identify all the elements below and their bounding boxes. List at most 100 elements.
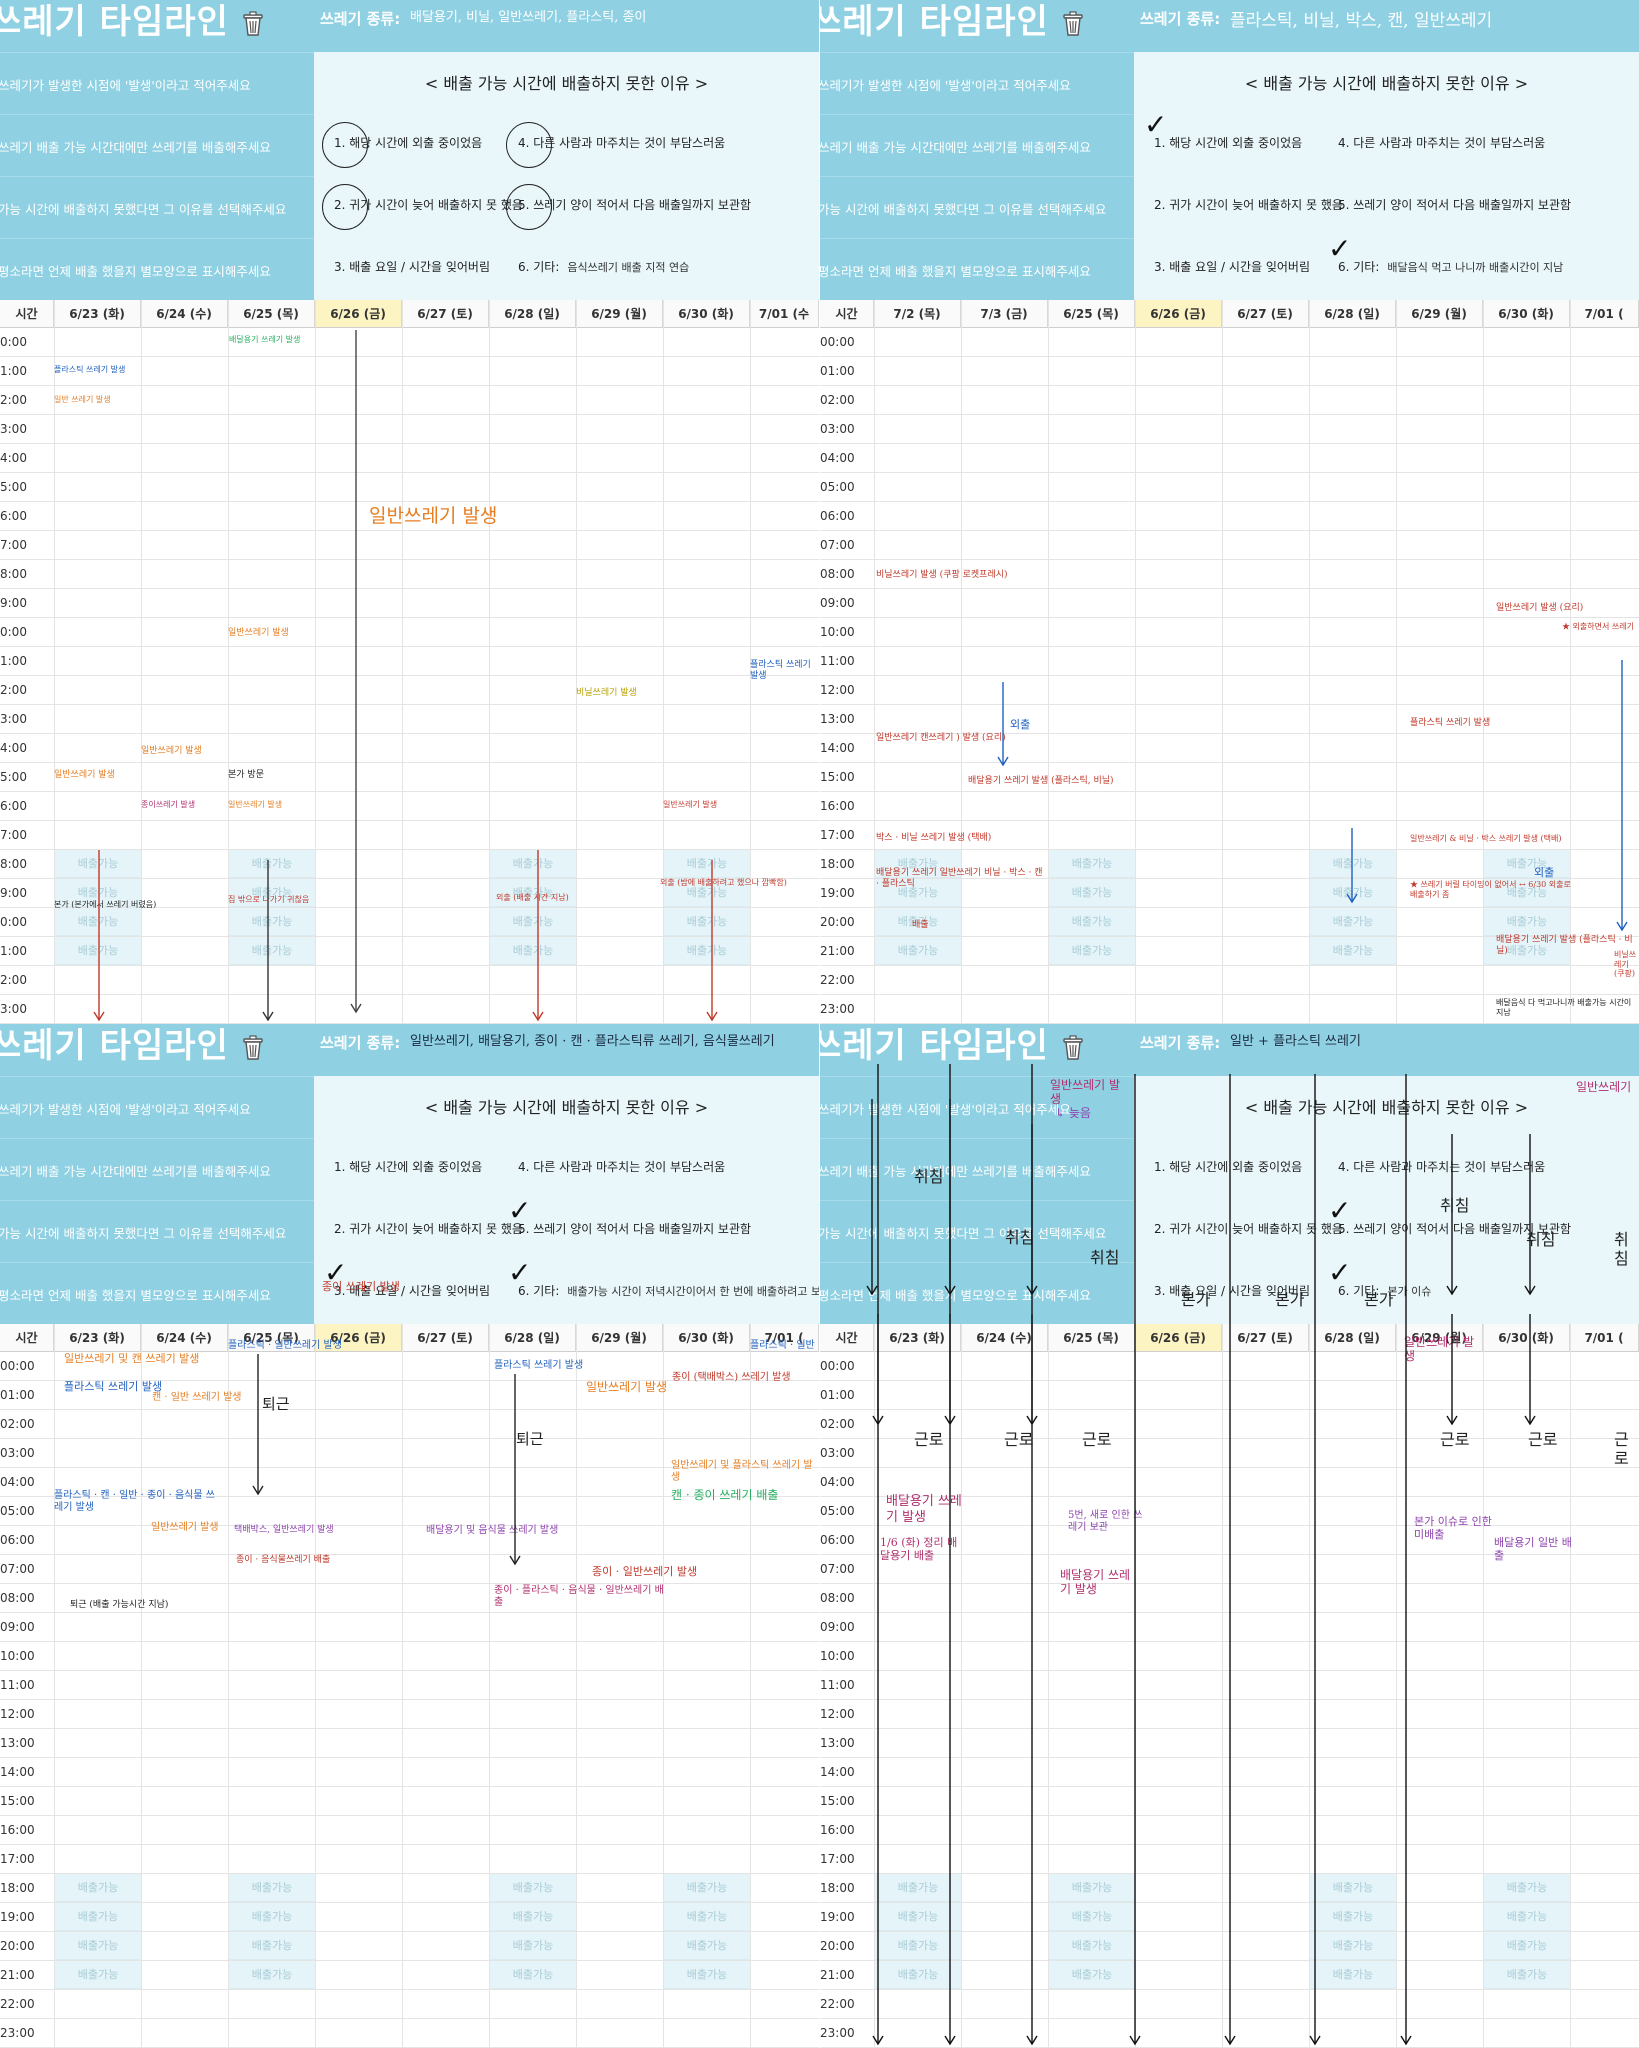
reason-option-2[interactable]: 4. 다른 사람과 마주치는 것이 부담스러움: [1338, 134, 1545, 151]
disposal-slot[interactable]: 배출가능: [1310, 937, 1396, 965]
disposal-slot[interactable]: 배출가능: [664, 879, 750, 907]
disposal-slot[interactable]: 배출가능: [55, 850, 141, 878]
disposal-slot[interactable]: 배출가능: [55, 908, 141, 936]
disposal-slot[interactable]: 배출가능: [1049, 1932, 1135, 1960]
reason-option-4[interactable]: 5. 쓰레기 양이 적어서 다음 배출일까지 보관함: [1338, 1220, 1571, 1237]
disposal-slot[interactable]: 배출가능: [875, 908, 961, 936]
disposal-slot[interactable]: 배출가능: [1049, 1874, 1135, 1902]
disposal-slot[interactable]: 배출가능: [875, 937, 961, 965]
disposal-slot[interactable]: 배출가능: [229, 1874, 315, 1902]
disposal-slot[interactable]: 배출가능: [1484, 908, 1570, 936]
instruction-text: 쓰레기 배출 가능 시간대에만 쓰레기를 배출해주세요: [820, 139, 1091, 155]
disposal-slot[interactable]: 배출가능: [1484, 1932, 1570, 1960]
disposal-slot[interactable]: 배출가능: [229, 879, 315, 907]
time-label: 02:00: [820, 1417, 855, 1431]
reason-option-2[interactable]: 4. 다른 사람과 마주치는 것이 부담스러움: [1338, 1158, 1545, 1175]
disposal-slot[interactable]: 배출가능: [1049, 1961, 1135, 1989]
time-row: 09:00: [0, 1613, 819, 1642]
disposal-slot[interactable]: 배출가능: [1310, 1903, 1396, 1931]
disposal-slot[interactable]: 배출가능: [55, 1903, 141, 1931]
time-label: 11:00: [820, 654, 855, 668]
disposal-slot[interactable]: 배출가능: [490, 879, 576, 907]
disposal-slot[interactable]: 배출가능: [490, 850, 576, 878]
disposal-slot[interactable]: 배출가능: [1484, 1903, 1570, 1931]
disposal-slot[interactable]: 배출가능: [490, 1903, 576, 1931]
disposal-slot[interactable]: 배출가능: [1310, 850, 1396, 878]
reason-option-2[interactable]: 4. 다른 사람과 마주치는 것이 부담스러움: [518, 1158, 725, 1175]
disposal-slot[interactable]: 배출가능: [1310, 1932, 1396, 1960]
column-divider: [663, 1324, 664, 2048]
disposal-slot[interactable]: 배출가능: [1484, 879, 1570, 907]
disposal-slot[interactable]: 배출가능: [1310, 908, 1396, 936]
handwritten-note: 근로: [1614, 1430, 1629, 1469]
disposal-slot[interactable]: 배출가능: [1484, 1874, 1570, 1902]
reason-option-1[interactable]: 1. 해당 시간에 외출 중이었음: [1154, 1158, 1302, 1175]
disposal-slot[interactable]: 배출가능: [490, 1932, 576, 1960]
disposal-slot[interactable]: 배출가능: [229, 850, 315, 878]
reason-option-3[interactable]: 2. 귀가 시간이 늦어 배출하지 못 했음: [334, 196, 523, 213]
reason-option-1[interactable]: 1. 해당 시간에 외출 중이었음: [334, 134, 482, 151]
time-row: 3:00: [0, 705, 819, 734]
disposal-slot[interactable]: 배출가능: [664, 937, 750, 965]
column-divider: [1570, 300, 1571, 1024]
disposal-slot[interactable]: 배출가능: [490, 908, 576, 936]
reason-option-6[interactable]: 6. 기타: 배출가능 시간이 저녁시간이어서 한 번에 배출하려고 보니 쌓여 …: [518, 1282, 819, 1299]
disposal-slot[interactable]: 배출가능: [875, 879, 961, 907]
disposal-slot[interactable]: 배출가능: [1049, 937, 1135, 965]
disposal-slot[interactable]: 배출가능: [1049, 1903, 1135, 1931]
reason-option-2[interactable]: 4. 다른 사람과 마주치는 것이 부담스러움: [518, 134, 725, 151]
disposal-slot[interactable]: 배출가능: [490, 937, 576, 965]
disposal-slot[interactable]: 배출가능: [229, 1961, 315, 1989]
disposal-slot[interactable]: 배출가능: [55, 1961, 141, 1989]
disposal-slot[interactable]: 배출가능: [55, 1874, 141, 1902]
reason-option-4[interactable]: 5. 쓰레기 양이 적어서 다음 배출일까지 보관함: [518, 1220, 751, 1237]
reason-option-4[interactable]: 5. 쓰레기 양이 적어서 다음 배출일까지 보관함: [518, 196, 751, 213]
disposal-slot[interactable]: 배출가능: [1049, 908, 1135, 936]
disposal-slot[interactable]: 배출가능: [875, 1903, 961, 1931]
reason-option-5[interactable]: 3. 배출 요일 / 시간을 잊어버림: [334, 1282, 490, 1299]
disposal-slot[interactable]: 배출가능: [1484, 937, 1570, 965]
reason-option-1[interactable]: 1. 해당 시간에 외출 중이었음: [1154, 134, 1302, 151]
disposal-slot[interactable]: 배출가능: [875, 1961, 961, 1989]
reason-option-3[interactable]: 2. 귀가 시간이 늦어 배출하지 못 했음: [1154, 1220, 1343, 1237]
disposal-slot[interactable]: 배출가능: [875, 850, 961, 878]
disposal-slot[interactable]: 배출가능: [1484, 850, 1570, 878]
disposal-slot[interactable]: 배출가능: [1049, 879, 1135, 907]
disposal-slot[interactable]: 배출가능: [1310, 1961, 1396, 1989]
handwritten-note: 일반 쓰레기 발생: [54, 395, 111, 404]
disposal-slot[interactable]: 배출가능: [1049, 850, 1135, 878]
disposal-slot[interactable]: 배출가능: [229, 1932, 315, 1960]
reason-option-5[interactable]: 3. 배출 요일 / 시간을 잊어버림: [334, 258, 490, 275]
disposal-slot[interactable]: 배출가능: [664, 1961, 750, 1989]
handwritten-note: ★ 외출하면서 쓰레기: [1562, 622, 1634, 631]
disposal-slot[interactable]: 배출가능: [490, 1874, 576, 1902]
disposal-slot[interactable]: 배출가능: [1484, 1961, 1570, 1989]
disposal-slot[interactable]: 배출가능: [490, 1961, 576, 1989]
disposal-slot[interactable]: 배출가능: [664, 850, 750, 878]
reason-option-5[interactable]: 3. 배출 요일 / 시간을 잊어버림: [1154, 258, 1310, 275]
disposal-slot[interactable]: 배출가능: [55, 937, 141, 965]
disposal-slot[interactable]: 배출가능: [55, 1932, 141, 1960]
disposal-slot[interactable]: 배출가능: [664, 908, 750, 936]
reason-option-6[interactable]: 6. 기타: 음식쓰레기 배출 지적 연습: [518, 258, 689, 275]
reason-option-6[interactable]: 6. 기타: 배달음식 먹고 나니까 배출시간이 지남: [1338, 258, 1563, 275]
disposal-slot[interactable]: 배출가능: [55, 879, 141, 907]
disposal-slot[interactable]: 배출가능: [664, 1874, 750, 1902]
disposal-slot[interactable]: 배출가능: [875, 1932, 961, 1960]
reason-option-3[interactable]: 2. 귀가 시간이 늦어 배출하지 못 했음: [1154, 196, 1343, 213]
reason-option-6[interactable]: 6. 기타: 본가 이슈: [1338, 1282, 1431, 1299]
reason-option-3[interactable]: 2. 귀가 시간이 늦어 배출하지 못 했음: [334, 1220, 523, 1237]
disposal-slot[interactable]: 배출가능: [229, 1903, 315, 1931]
reason-option-4[interactable]: 5. 쓰레기 양이 적어서 다음 배출일까지 보관함: [1338, 196, 1571, 213]
timeline-grid: 시간 6/23 (화) 6/24 (수) 6/25 (목) 6/26 (금) 6/27 (…: [0, 300, 819, 1024]
disposal-slot[interactable]: 배출가능: [229, 937, 315, 965]
reason-option-1[interactable]: 1. 해당 시간에 외출 중이었음: [334, 1158, 482, 1175]
disposal-slot[interactable]: 배출가능: [1310, 879, 1396, 907]
disposal-slot[interactable]: 배출가능: [229, 908, 315, 936]
disposal-slot[interactable]: 배출가능: [664, 1932, 750, 1960]
time-row: 7:00: [0, 531, 819, 560]
disposal-slot[interactable]: 배출가능: [875, 1874, 961, 1902]
disposal-slot[interactable]: 배출가능: [664, 1903, 750, 1931]
disposal-slot[interactable]: 배출가능: [1310, 1874, 1396, 1902]
reason-option-5[interactable]: 3. 배출 요일 / 시간을 잊어버림: [1154, 1282, 1310, 1299]
